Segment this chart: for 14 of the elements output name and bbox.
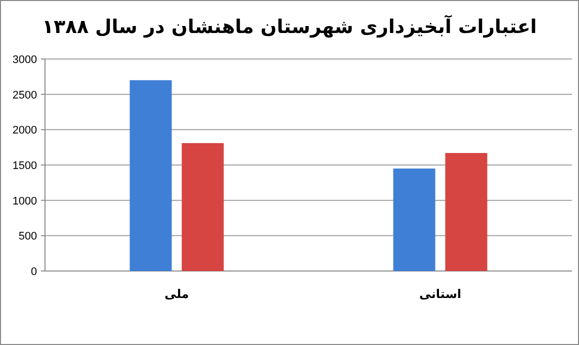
x-tick-label: استانی xyxy=(419,287,462,301)
x-tick-label: ملی xyxy=(164,287,189,301)
y-tick-label: 1000 xyxy=(12,195,37,208)
chart-title: اعتبارات آبخیزداری شهرستان ماهنشان در سال ۱۳۸۸ xyxy=(42,14,537,38)
y-tick-label: 2000 xyxy=(12,124,37,137)
bar xyxy=(445,152,488,271)
bar xyxy=(393,168,436,271)
y-tick-label: 500 xyxy=(18,230,37,243)
y-tick-label: 3000 xyxy=(12,54,37,66)
y-tick-label: 1500 xyxy=(12,160,37,172)
y-tick-label: 0 xyxy=(30,266,37,278)
bar xyxy=(130,80,172,271)
y-tick-label: 2500 xyxy=(12,89,37,102)
bar xyxy=(182,143,224,271)
